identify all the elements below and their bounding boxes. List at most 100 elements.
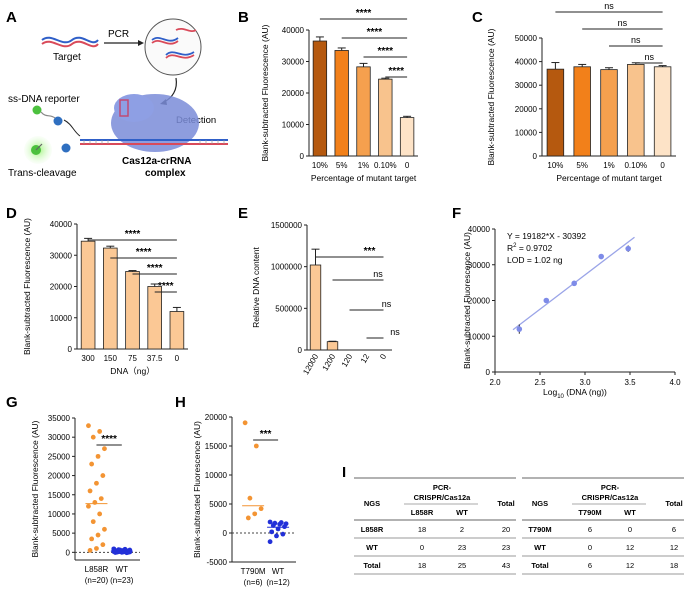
y-axis-title: Blank-subtracted Fluorescence (AU)	[22, 218, 32, 355]
y-tick-label: 40000	[50, 220, 73, 229]
table-col-header: WT	[456, 508, 468, 517]
y-tick-label: 20000	[205, 413, 228, 422]
f-xlabel-prefix: Log	[543, 387, 557, 397]
x-axis-title: DNA（ng）	[110, 366, 154, 376]
crrna-icon	[119, 99, 129, 117]
x-tick-label: 0	[660, 161, 665, 170]
table-total-header: Total	[497, 499, 514, 508]
bar	[147, 286, 162, 350]
y-tick-label: 20000	[468, 297, 491, 306]
chart-h: -5000 0 5000 10000 15000 20000 *** T790M (n=6) WT…	[192, 413, 296, 587]
table-cell: 12	[626, 543, 634, 552]
significance-label: ns	[644, 52, 654, 62]
x-tick-label: 150	[104, 354, 118, 363]
wt-point	[269, 529, 275, 535]
x-tick-label: 2.5	[534, 378, 546, 387]
cas12a-lobe-icon	[114, 94, 154, 122]
y-tick-label: 5000	[209, 500, 227, 509]
bar	[399, 117, 415, 157]
lod-label: LOD = 1.02 ng	[507, 255, 563, 265]
table-method-header-line2: CRISPR/Cas12a	[414, 493, 472, 502]
y-tick-label: 0	[66, 548, 71, 557]
y-axis-title: Blank-subtracted Fluorescence (AU)	[30, 420, 40, 557]
quencher-icon	[53, 116, 63, 126]
table-row-label: WT	[534, 543, 546, 552]
group-n-label: (n=6)	[244, 578, 263, 587]
mutant-point	[100, 473, 106, 478]
mutant-point	[97, 429, 103, 434]
wt-point	[267, 539, 273, 545]
y-tick-label: 30000	[282, 58, 305, 67]
f-xlabel-sub: 10	[557, 394, 564, 400]
table-cell: 18	[670, 561, 678, 570]
data-point	[543, 297, 550, 304]
table-cell: 25	[458, 561, 466, 570]
bar	[356, 66, 371, 157]
significance-label: ****	[158, 281, 174, 292]
target-label: Target	[53, 52, 81, 63]
wt-point	[282, 524, 287, 530]
significance-label: ****	[125, 229, 141, 240]
table-row-label: WT	[366, 543, 378, 552]
x-tick-label: 4.0	[669, 378, 681, 387]
mutant-point	[86, 503, 91, 509]
bar	[378, 78, 393, 157]
fluorophore-icon	[32, 105, 42, 115]
y-axis-title: Blank-subtracted Fluorescence (AU)	[260, 24, 270, 161]
table-col-header: WT	[624, 508, 636, 517]
panel-label-b: B	[238, 9, 249, 26]
data-point	[571, 280, 577, 287]
equation-label: Y = 19182*X - 30392	[507, 231, 586, 241]
x-tick-label: 1200	[321, 352, 338, 372]
data-point	[598, 253, 604, 260]
panel-label-f: F	[452, 205, 461, 222]
table-col-header: T790M	[578, 508, 601, 517]
y-tick-label: 50000	[515, 34, 538, 43]
y-tick-label: 15000	[205, 442, 228, 451]
y-tick-label: 500000	[275, 304, 302, 313]
y-tick-label: 30000	[48, 433, 71, 442]
mutant-point	[97, 511, 103, 517]
x-axis-title: Percentage of mutant target	[556, 173, 662, 183]
mutant-point	[100, 542, 106, 548]
y-tick-label: 40000	[468, 225, 491, 234]
table-cell: 6	[588, 525, 592, 534]
pcr-arrowhead-icon	[138, 40, 144, 46]
y-tick-label: 40000	[515, 58, 538, 67]
table-cell: 12	[626, 561, 634, 570]
y-tick-label: 20000	[50, 283, 73, 292]
bar	[326, 341, 339, 351]
significance-label: ns	[390, 327, 400, 337]
significance-label: ****	[378, 46, 394, 57]
table-row-label: Total	[363, 561, 380, 570]
mutant-point	[247, 495, 253, 501]
table-method-header-line1: PCR-	[601, 483, 620, 492]
bar	[653, 66, 672, 157]
table-cell: 23	[502, 543, 510, 552]
y-tick-label: 10000	[48, 510, 71, 519]
x-tick-label: 3.5	[624, 378, 636, 387]
table-row-label: T790M	[528, 525, 551, 534]
mutant-point	[94, 546, 99, 551]
x-tick-label: 5%	[336, 161, 348, 170]
y-tick-label: 10000	[205, 471, 228, 480]
significance-label: ns	[382, 299, 392, 309]
r2-sup: 2	[513, 243, 517, 249]
bar	[627, 64, 645, 157]
y-tick-label: 0	[223, 529, 228, 538]
mutant-point	[87, 488, 93, 494]
group-label: WT	[272, 567, 285, 576]
table-row-label: L858R	[361, 525, 384, 534]
table-cell: 0	[628, 525, 632, 534]
mutant-point	[242, 420, 248, 426]
significance-label: ns	[373, 269, 383, 279]
significance-label: ****	[356, 8, 372, 19]
significance-label: ****	[388, 66, 404, 77]
significance-label: ns	[604, 1, 614, 11]
panel-label-h: H	[175, 394, 186, 411]
reporter-label: ss-DNA reporter	[8, 94, 80, 105]
bar	[169, 311, 185, 350]
x-tick-label: 0.10%	[624, 161, 647, 170]
target-dna-icon	[41, 36, 99, 48]
